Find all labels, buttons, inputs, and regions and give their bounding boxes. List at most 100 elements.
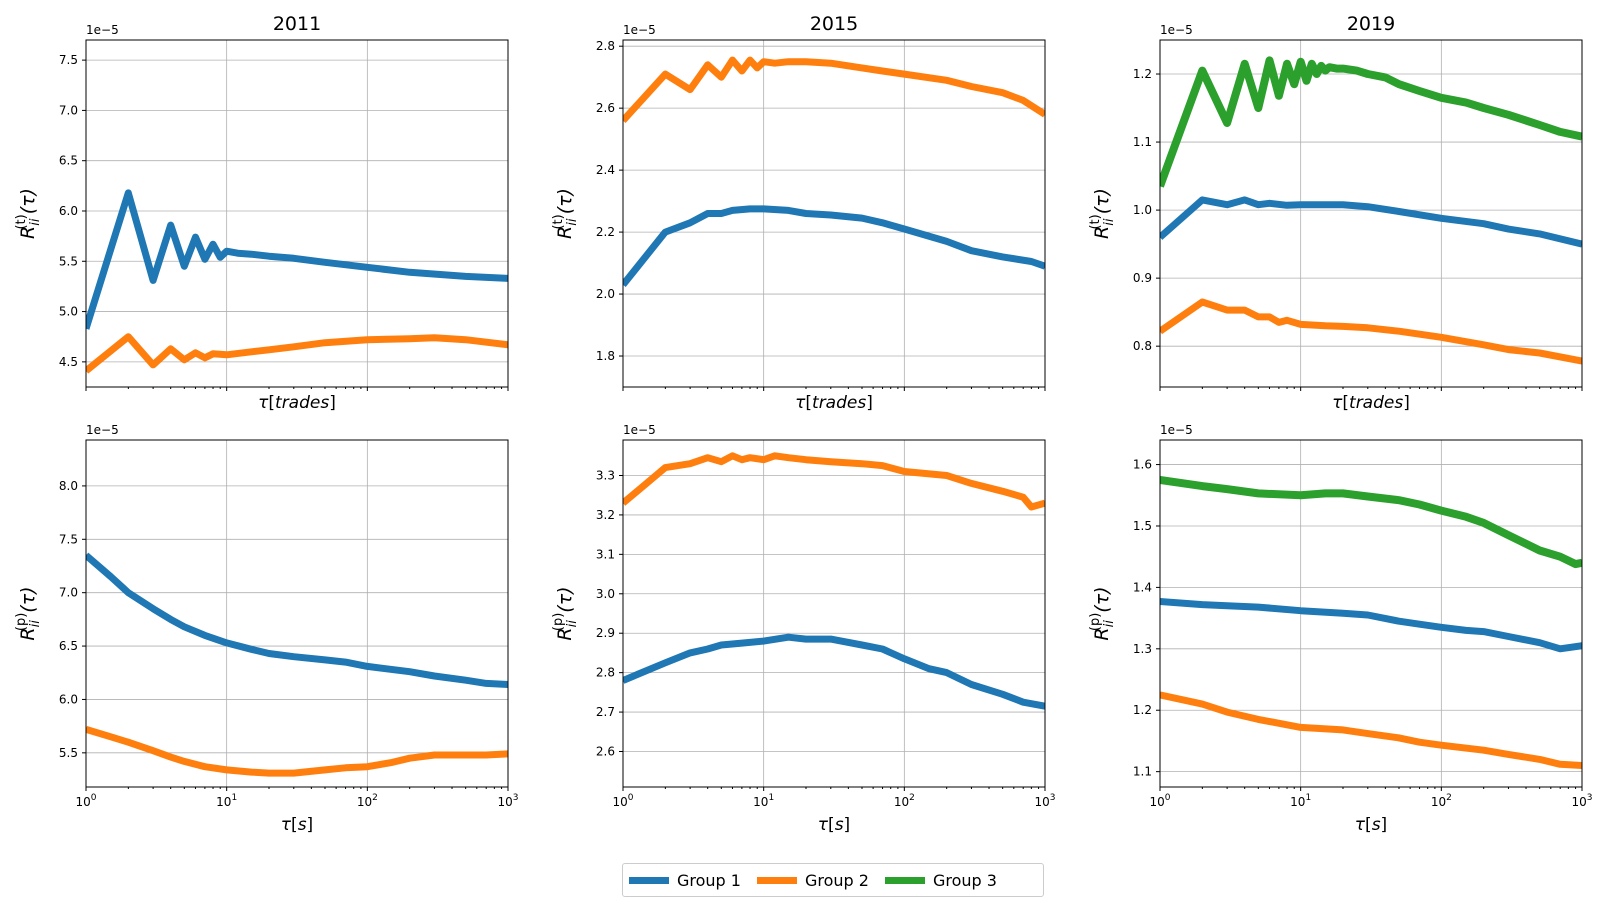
axes-frame xyxy=(85,439,509,788)
y-multiplier-label: 1e−5 xyxy=(1160,423,1193,437)
legend: Group 1 Group 2 Group 3 xyxy=(622,863,1044,897)
x-axis-label: τ[s] xyxy=(1355,815,1387,835)
y-tick-label: 2.6 xyxy=(596,745,615,759)
series-line-group2 xyxy=(1160,691,1582,769)
y-tick-label: 2.0 xyxy=(596,287,615,301)
series-line-group3 xyxy=(1160,475,1582,569)
subplot-2: 1.8 2.0 2.2 2.4 2.6 2.8 1e−5 2015 τ[trades] Rii(t… xyxy=(551,13,1046,413)
y-tick-label: 2.8 xyxy=(596,666,615,680)
y-tick-label: 5.0 xyxy=(59,305,78,319)
series-line-group1 xyxy=(1160,598,1582,653)
y-tick-label: 2.9 xyxy=(596,626,615,640)
y-axis-label: Rii(t)(τ) xyxy=(14,188,43,239)
x-axis-label: τ[s] xyxy=(281,815,313,835)
y-multiplier-label: 1e−5 xyxy=(1160,23,1193,37)
subplot-6: 1.1 1.2 1.3 1.4 1.5 1.6 100 101 102 103 1e−5 τ[s] Ri… xyxy=(1088,423,1593,835)
y-tick-label: 3.2 xyxy=(596,508,615,522)
legend-swatch-group2 xyxy=(756,876,797,884)
axes-frame xyxy=(85,39,509,388)
subplot-3: 0.8 0.9 1.0 1.1 1.2 1e−5 2019 τ[trades] Rii(t)(τ… xyxy=(1088,13,1583,413)
y-tick-label: 3.1 xyxy=(596,547,615,561)
y-tick-label: 1.3 xyxy=(1133,642,1152,656)
subplot-5: 2.6 2.7 2.8 2.9 3.0 3.1 3.2 3.3 100 101 102 103 1e−5… xyxy=(551,423,1056,835)
series-line-group2 xyxy=(86,725,508,777)
y-tick-label: 6.0 xyxy=(59,204,78,218)
y-tick-label: 0.8 xyxy=(1133,339,1152,353)
legend-swatch-group1 xyxy=(629,876,669,884)
y-tick-label: 5.5 xyxy=(59,746,78,760)
x-tick-label: 103 xyxy=(1571,793,1592,809)
y-tick-label: 2.6 xyxy=(596,101,615,115)
y-multiplier-label: 1e−5 xyxy=(623,23,656,37)
series-line-group3 xyxy=(1160,56,1582,188)
y-tick-label: 8.0 xyxy=(59,479,78,493)
legend-label-group2: Group 2 xyxy=(804,870,869,890)
y-tick-label: 1.2 xyxy=(1133,703,1152,717)
x-tick-label: 100 xyxy=(612,793,633,809)
x-tick-label: 100 xyxy=(75,793,96,809)
subplot-4: 5.5 6.0 6.5 7.0 7.5 8.0 100 101 102 103 1e−5 τ[s] Ri… xyxy=(14,423,519,835)
x-tick-label: 101 xyxy=(216,793,237,809)
y-tick-label: 3.3 xyxy=(596,468,615,482)
y-tick-label: 0.9 xyxy=(1133,271,1152,285)
series-line-group2 xyxy=(1160,298,1582,365)
y-tick-label: 1.8 xyxy=(596,349,615,363)
y-tick-label: 1.2 xyxy=(1133,67,1152,81)
y-multiplier-label: 1e−5 xyxy=(86,23,119,37)
x-tick-label: 101 xyxy=(1290,793,1311,809)
y-tick-label: 1.6 xyxy=(1133,458,1152,472)
y-axis-label: Rii(p)(τ) xyxy=(551,586,580,640)
x-axis-label: τ[trades] xyxy=(795,393,873,413)
y-multiplier-label: 1e−5 xyxy=(623,423,656,437)
series-line-group1 xyxy=(1160,196,1582,248)
y-axis-label: Rii(t)(τ) xyxy=(1088,188,1117,239)
y-tick-label: 1.4 xyxy=(1133,580,1152,594)
x-tick-label: 102 xyxy=(357,793,378,809)
y-tick-label: 2.8 xyxy=(596,39,615,53)
y-tick-label: 4.5 xyxy=(59,355,78,369)
y-tick-label: 6.5 xyxy=(59,154,78,168)
y-tick-label: 2.7 xyxy=(596,705,615,719)
y-axis-label: Rii(t)(τ) xyxy=(551,188,580,239)
y-tick-label: 2.4 xyxy=(596,163,615,177)
legend-label-group1: Group 1 xyxy=(677,870,741,890)
y-tick-label: 7.5 xyxy=(59,53,78,67)
x-tick-label: 103 xyxy=(1034,793,1055,809)
x-tick-label: 103 xyxy=(497,793,518,809)
y-tick-label: 1.0 xyxy=(1133,203,1152,217)
axes-frame xyxy=(622,39,1046,388)
y-tick-label: 7.5 xyxy=(59,532,78,546)
y-tick-label: 1.1 xyxy=(1133,765,1152,779)
subplot-title: 2019 xyxy=(1347,13,1395,35)
x-axis-label: τ[trades] xyxy=(258,393,336,413)
axes-frame xyxy=(1159,39,1583,388)
y-axis-label: Rii(p)(τ) xyxy=(1088,586,1117,640)
x-tick-label: 101 xyxy=(753,793,774,809)
y-multiplier-label: 1e−5 xyxy=(86,423,119,437)
legend-item-group2: Group 2 xyxy=(756,870,869,890)
legend-item-group1: Group 1 xyxy=(629,871,741,890)
axes-frame xyxy=(1159,439,1583,788)
legend-swatch-group3 xyxy=(884,876,925,884)
y-tick-label: 5.5 xyxy=(59,254,78,268)
series-line-group2 xyxy=(86,333,508,374)
y-tick-label: 7.0 xyxy=(59,586,78,600)
series-line-group2 xyxy=(623,452,1045,511)
legend-label-group3: Group 3 xyxy=(932,870,997,890)
y-tick-label: 6.0 xyxy=(59,692,78,706)
series-line-group1 xyxy=(86,552,508,688)
series-line-group1 xyxy=(86,189,508,330)
x-tick-label: 102 xyxy=(1431,793,1452,809)
x-axis-label: τ[s] xyxy=(818,815,850,835)
subplot-title: 2015 xyxy=(810,13,858,35)
series-line-group1 xyxy=(623,633,1045,710)
y-axis-label: Rii(p)(τ) xyxy=(14,586,43,640)
y-tick-label: 2.2 xyxy=(596,225,615,239)
x-tick-label: 102 xyxy=(894,793,915,809)
axes-frame xyxy=(622,439,1046,788)
series-line-group2 xyxy=(623,56,1045,123)
subplot-title: 2011 xyxy=(273,13,321,35)
y-tick-label: 1.1 xyxy=(1133,135,1152,149)
